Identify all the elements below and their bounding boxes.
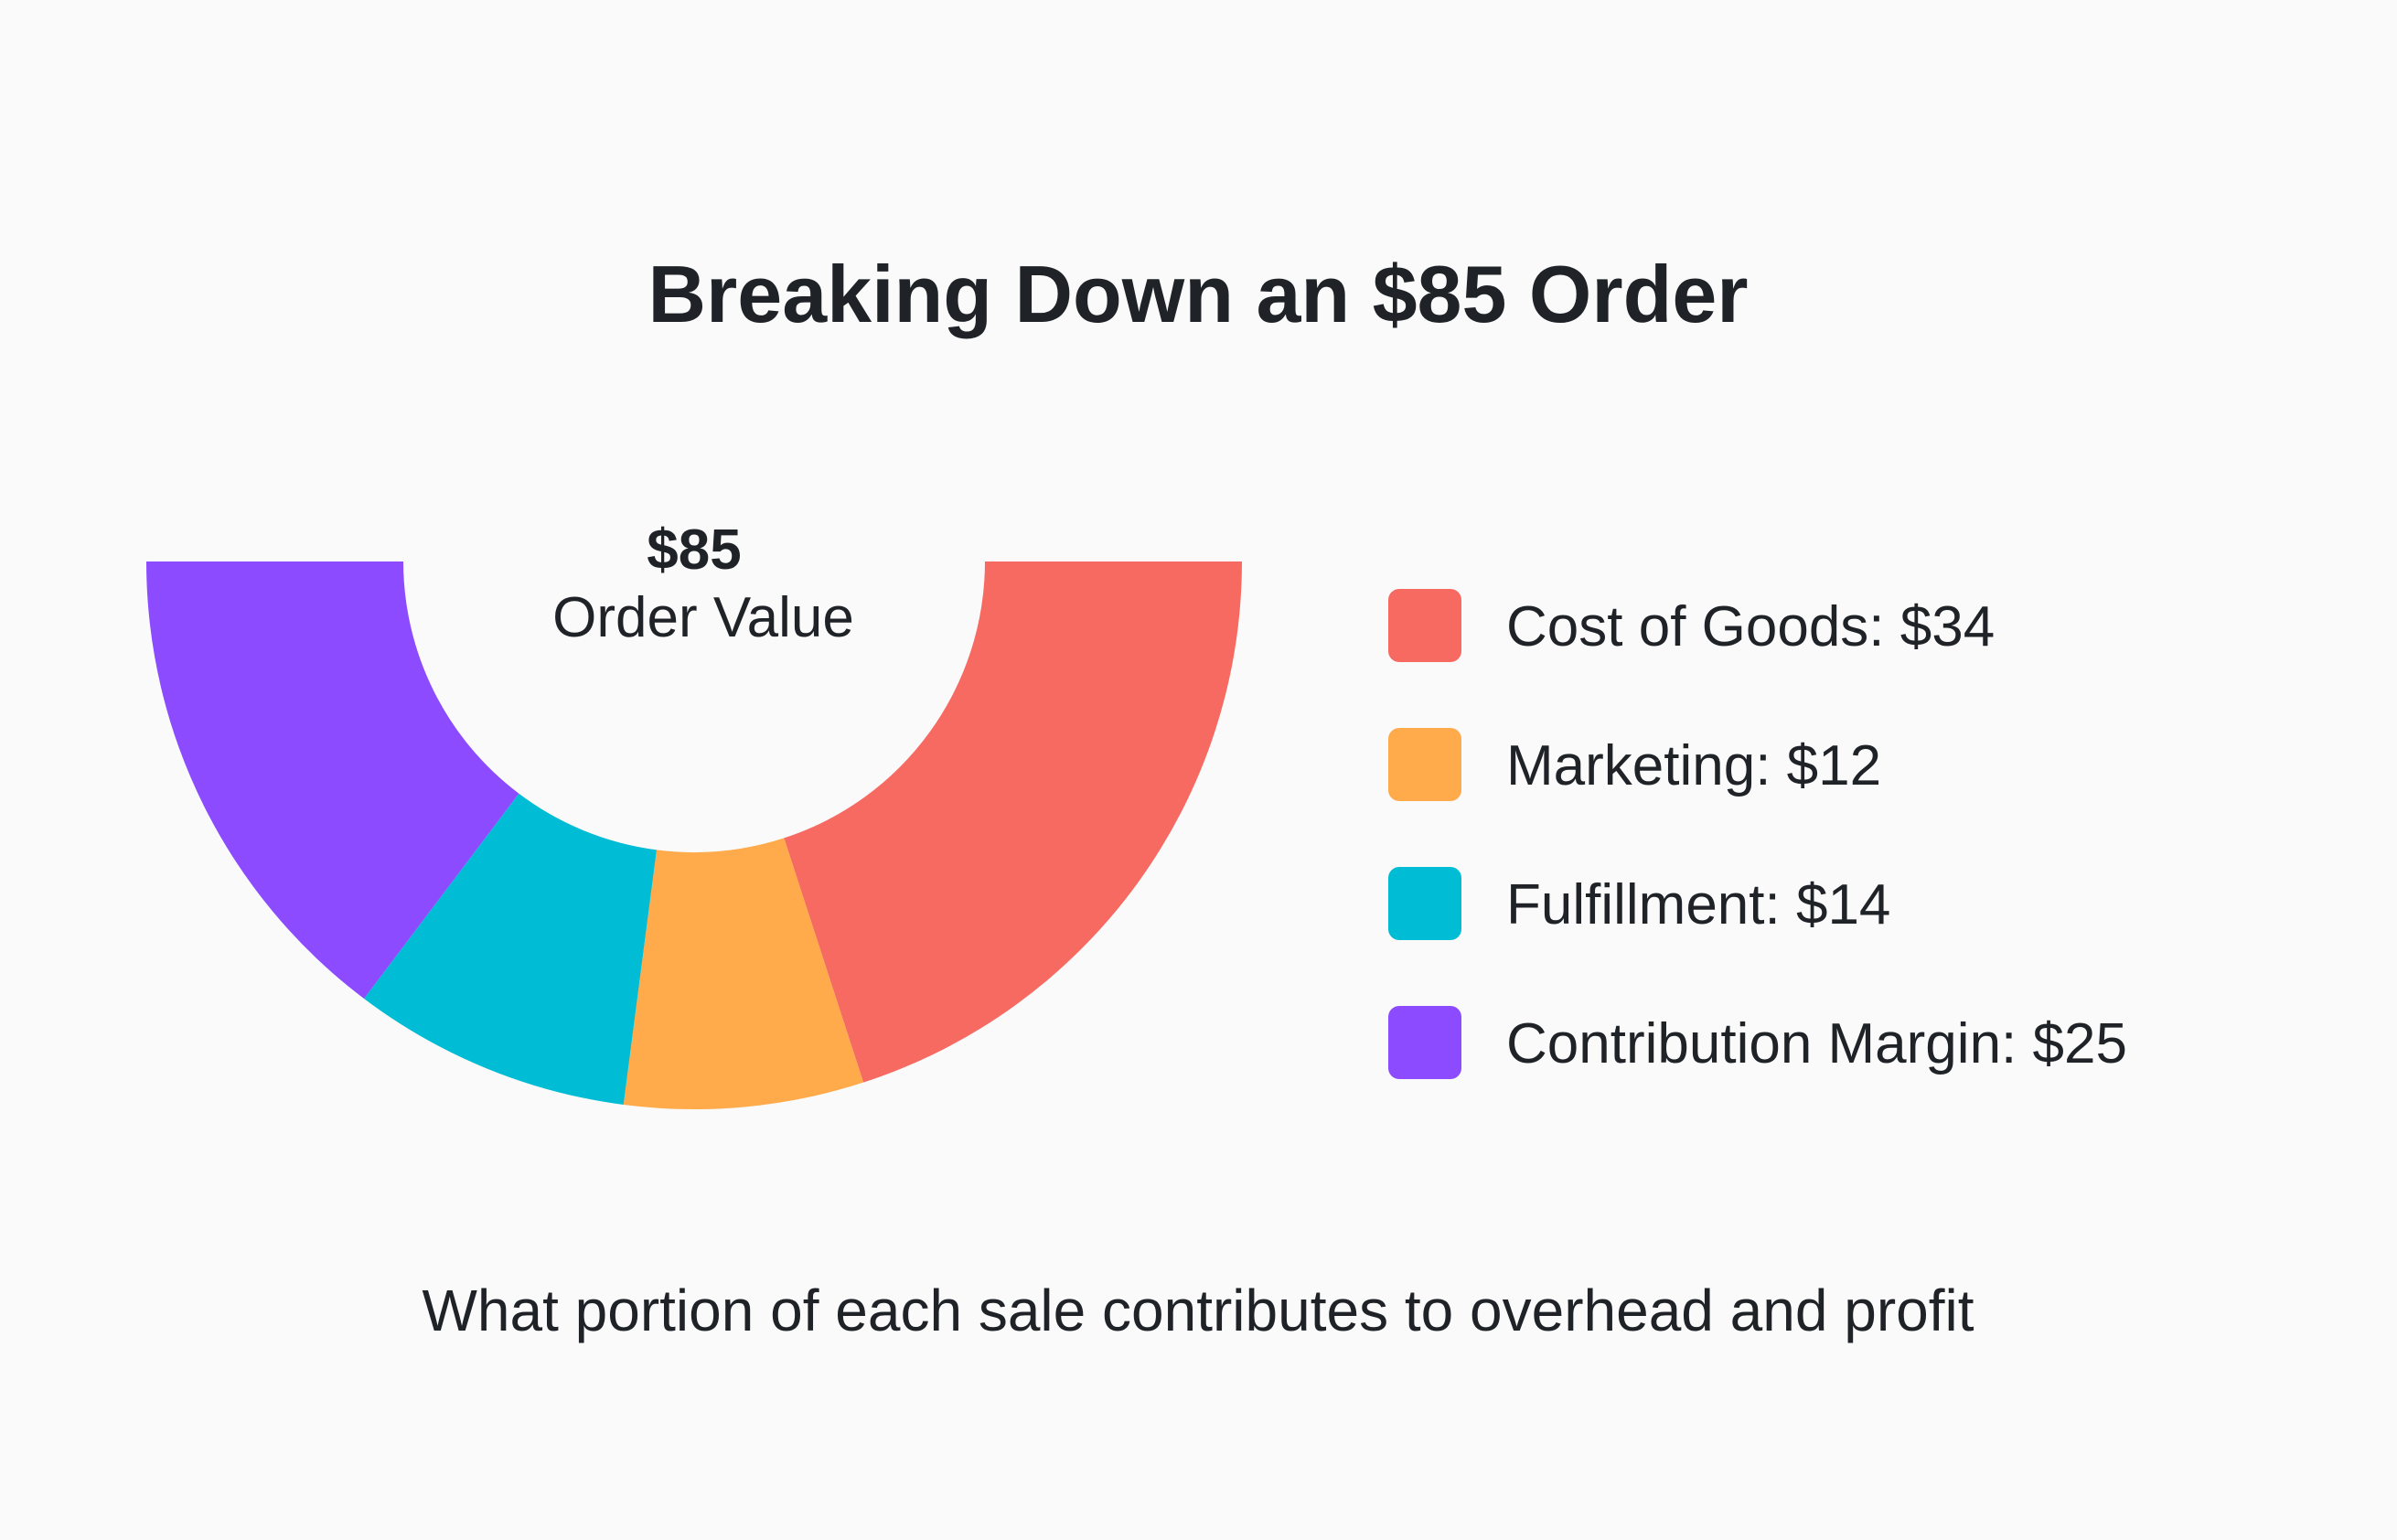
legend-label: Cost of Goods: $34 <box>1506 595 1995 658</box>
slice-cost-of-goods <box>784 561 1242 1083</box>
donut-slices <box>146 561 1242 1109</box>
chart-title: Breaking Down an $85 Order <box>647 249 1748 339</box>
slice-contribution-margin <box>146 561 519 1000</box>
legend-label: Contribution Margin: $25 <box>1506 1012 2127 1075</box>
slice-marketing <box>623 838 864 1109</box>
slice-fulfillment <box>364 793 657 1105</box>
legend-swatch <box>1388 1006 1461 1079</box>
legend-swatch <box>1388 728 1461 801</box>
legend-label: Marketing: $12 <box>1506 734 1881 797</box>
center-label: Order Value <box>552 586 854 649</box>
center-value: $85 <box>647 519 741 582</box>
legend-swatch <box>1388 867 1461 940</box>
legend-swatch <box>1388 589 1461 662</box>
legend: Cost of Goods: $34 Marketing: $12 Fulfillm… <box>1388 589 2127 1079</box>
chart-subtitle: What portion of each sale contributes to… <box>422 1278 1974 1343</box>
legend-label: Fulfillment: $14 <box>1506 873 1890 936</box>
